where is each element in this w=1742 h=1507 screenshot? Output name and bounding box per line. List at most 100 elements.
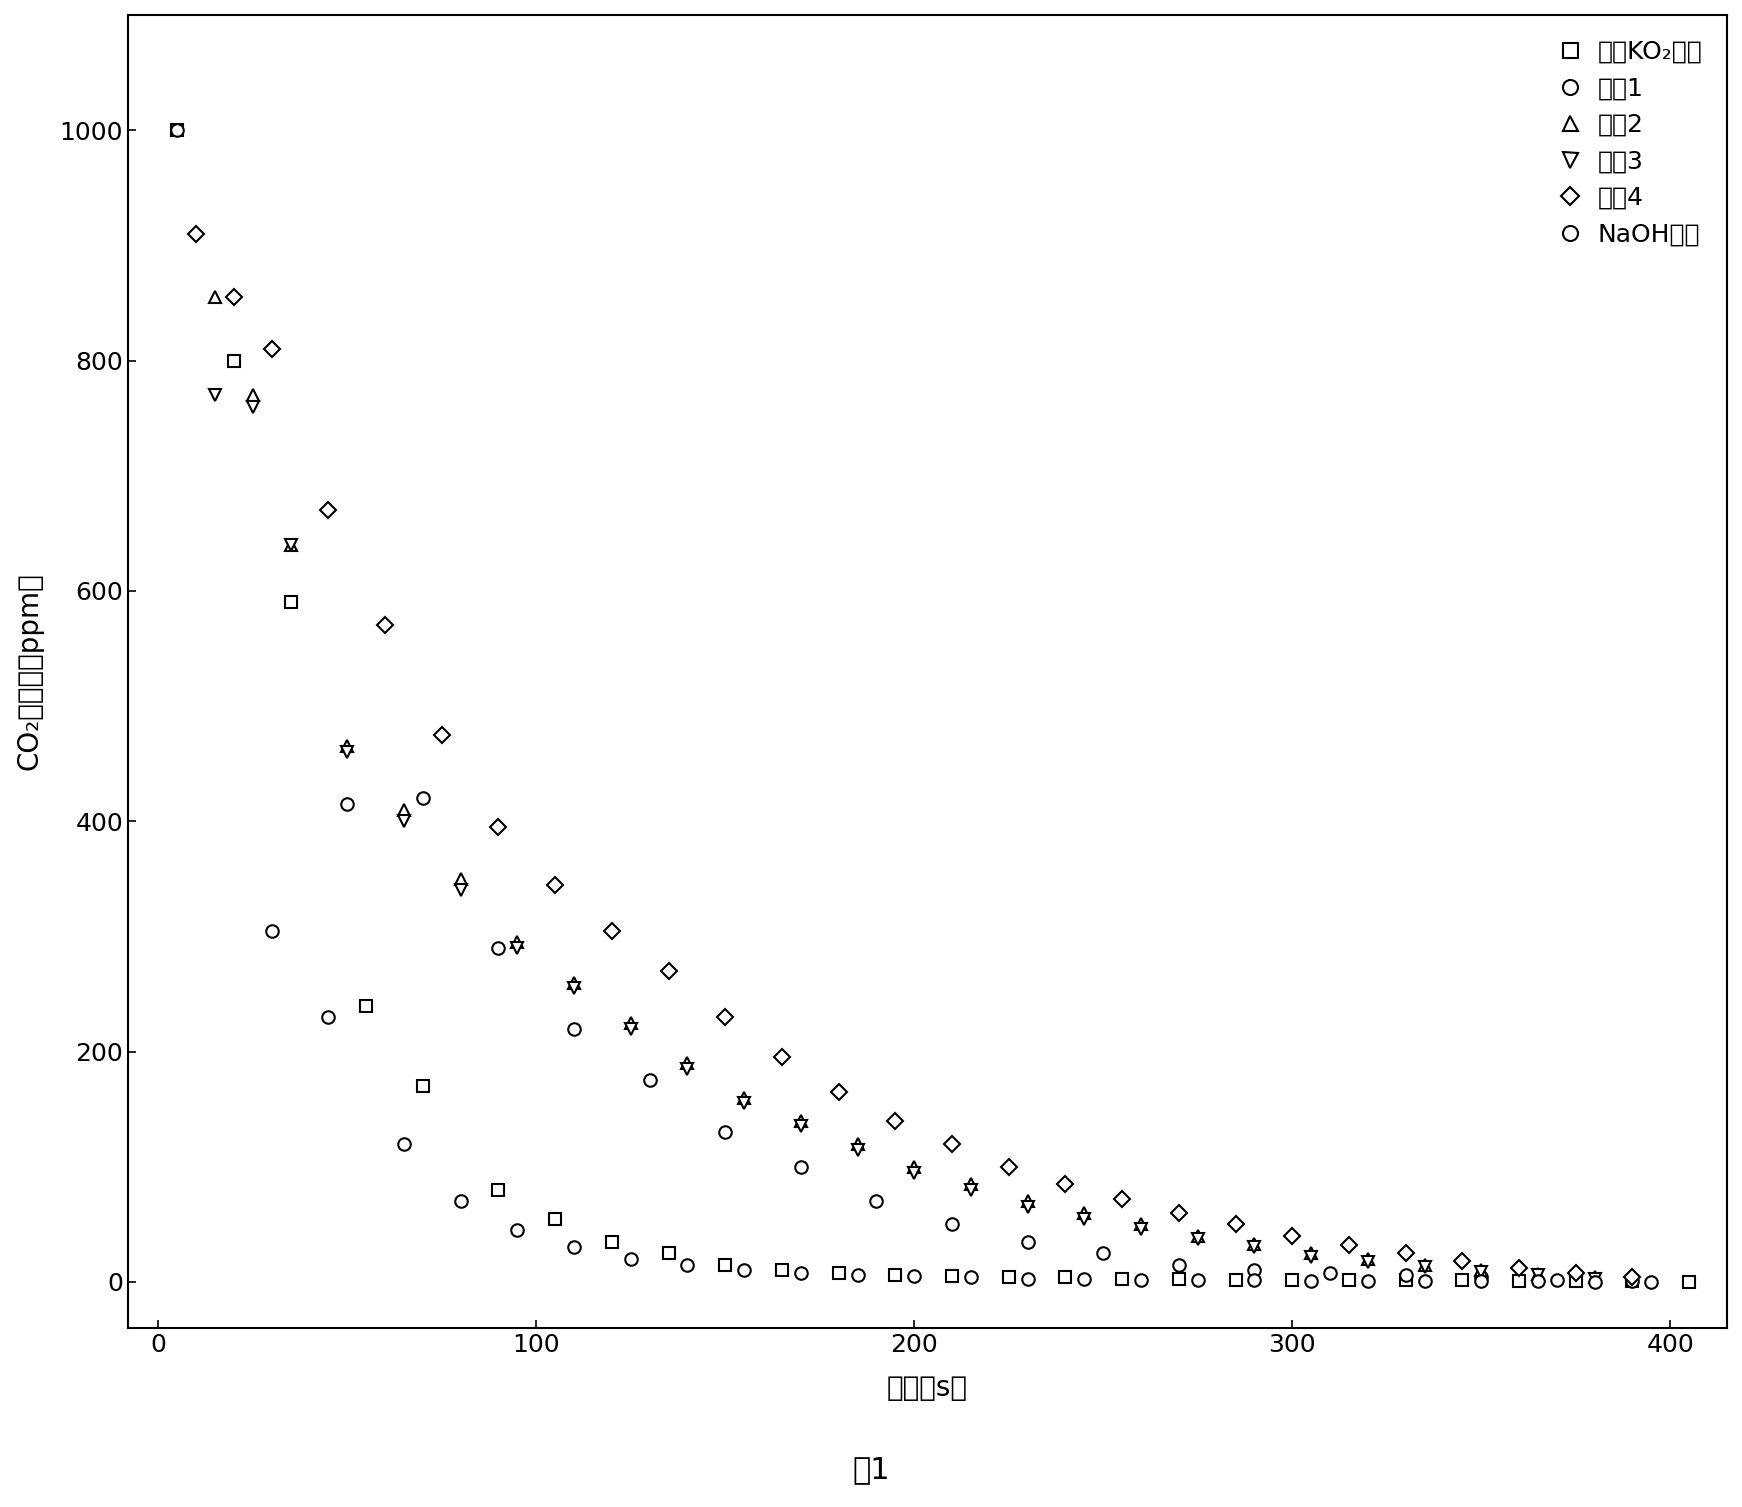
样品4 <box>827 1084 848 1102</box>
样品2 <box>1017 1192 1038 1210</box>
NaOH颗粒 <box>1188 1270 1209 1288</box>
样品1 <box>1395 1266 1416 1284</box>
NaOH颗粒 <box>1583 1273 1604 1291</box>
样品2 <box>280 536 301 555</box>
NaOH颗粒 <box>678 1255 699 1273</box>
样品4 <box>601 922 622 940</box>
样品1 <box>1470 1269 1491 1287</box>
纯的KO₂粉末 <box>827 1264 848 1282</box>
纯的KO₂粉末 <box>280 594 301 612</box>
样品2 <box>1583 1269 1604 1287</box>
样品1 <box>1622 1272 1643 1290</box>
样品1 <box>866 1192 887 1210</box>
NaOH颗粒 <box>1131 1270 1151 1288</box>
样品3 <box>733 1094 754 1112</box>
样品4 <box>1451 1252 1472 1270</box>
NaOH颗粒 <box>564 1239 585 1257</box>
样品3 <box>904 1163 925 1181</box>
NaOH颗粒 <box>1301 1272 1322 1290</box>
纯的KO₂粉末 <box>1282 1270 1303 1288</box>
样品1 <box>1017 1233 1038 1251</box>
样品4 <box>261 341 282 359</box>
Y-axis label: CO₂的浓度（ppm）: CO₂的浓度（ppm） <box>16 573 44 770</box>
NaOH颗粒 <box>1073 1269 1094 1287</box>
NaOH颗粒 <box>1470 1272 1491 1290</box>
样品3 <box>336 743 357 761</box>
样品2 <box>904 1157 925 1175</box>
NaOH颗粒 <box>1641 1273 1662 1291</box>
样品3 <box>507 939 528 957</box>
样品1 <box>488 939 509 957</box>
样品4 <box>375 616 395 634</box>
样品4 <box>545 876 566 894</box>
样品3 <box>1583 1269 1604 1287</box>
样品4 <box>942 1135 963 1153</box>
纯的KO₂粉末 <box>1338 1270 1359 1288</box>
样品3 <box>1415 1258 1435 1276</box>
Line: 样品3: 样品3 <box>209 389 1601 1285</box>
样品3 <box>960 1181 981 1200</box>
纯的KO₂粉末 <box>545 1210 566 1228</box>
样品2 <box>1131 1215 1151 1233</box>
样品2 <box>242 386 263 404</box>
纯的KO₂粉末 <box>885 1266 906 1284</box>
样品3 <box>1470 1263 1491 1281</box>
样品4 <box>319 502 340 520</box>
样品4 <box>1111 1191 1132 1209</box>
纯的KO₂粉末 <box>1111 1269 1132 1287</box>
样品4 <box>223 288 244 306</box>
样品2 <box>507 933 528 951</box>
NaOH颗粒 <box>1244 1270 1265 1288</box>
样品3 <box>1188 1230 1209 1248</box>
纯的KO₂粉末 <box>488 1181 509 1200</box>
样品3 <box>1244 1239 1265 1257</box>
纯的KO₂粉末 <box>223 351 244 369</box>
Text: 图1: 图1 <box>852 1454 890 1484</box>
样品4 <box>1622 1269 1643 1287</box>
样品2 <box>678 1053 699 1071</box>
纯的KO₂粉末 <box>355 996 376 1014</box>
样品4 <box>488 818 509 836</box>
样品1 <box>791 1157 812 1175</box>
样品1 <box>1244 1261 1265 1279</box>
样品3 <box>847 1141 868 1159</box>
样品4 <box>998 1157 1019 1175</box>
样品2 <box>336 737 357 755</box>
样品1 <box>1320 1264 1341 1282</box>
样品3 <box>1131 1221 1151 1239</box>
纯的KO₂粉末 <box>772 1261 793 1279</box>
样品2 <box>1244 1234 1265 1252</box>
Line: NaOH颗粒: NaOH颗粒 <box>341 797 1658 1288</box>
样品2 <box>564 974 585 992</box>
样品1 <box>167 121 188 139</box>
样品3 <box>1017 1198 1038 1216</box>
样品1 <box>714 1123 735 1141</box>
NaOH颗粒 <box>1017 1269 1038 1287</box>
样品2 <box>394 800 415 818</box>
纯的KO₂粉末 <box>998 1269 1019 1287</box>
纯的KO₂粉末 <box>167 121 188 139</box>
Line: 样品1: 样品1 <box>171 124 1639 1287</box>
样品3 <box>1073 1210 1094 1228</box>
样品4 <box>885 1112 906 1130</box>
样品3 <box>1528 1266 1549 1284</box>
样品4 <box>1282 1227 1303 1245</box>
样品4 <box>1338 1236 1359 1254</box>
样品1 <box>1092 1245 1113 1263</box>
样品3 <box>1301 1248 1322 1266</box>
NaOH颗粒 <box>791 1264 812 1282</box>
样品4 <box>1509 1260 1529 1278</box>
样品1 <box>942 1215 963 1233</box>
样品4 <box>432 726 453 744</box>
NaOH颗粒 <box>449 1192 470 1210</box>
Line: 样品4: 样品4 <box>190 228 1637 1282</box>
样品3 <box>242 398 263 416</box>
NaOH颗粒 <box>1528 1272 1549 1290</box>
样品1 <box>319 1008 340 1026</box>
样品1 <box>1169 1255 1190 1273</box>
纯的KO₂粉末 <box>714 1255 735 1273</box>
样品4 <box>658 961 679 980</box>
样品2 <box>847 1135 868 1153</box>
纯的KO₂粉末 <box>1509 1272 1529 1290</box>
样品2 <box>1301 1245 1322 1263</box>
